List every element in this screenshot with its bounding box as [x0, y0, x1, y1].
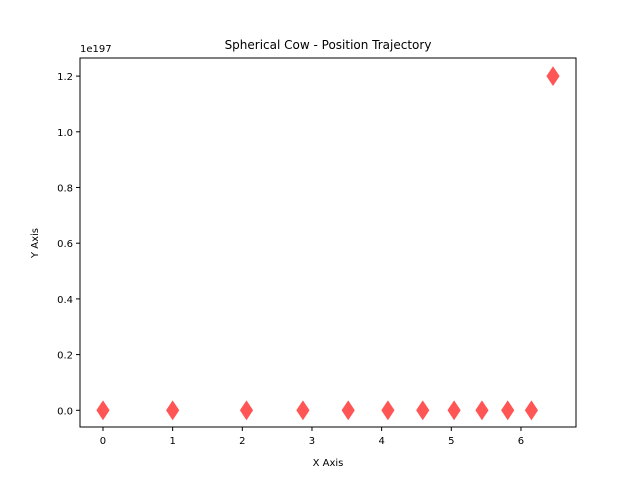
data-point-5 — [381, 400, 395, 421]
data-point-9 — [501, 400, 515, 421]
y-tick-label-2: 0.4 — [57, 295, 73, 306]
data-point-3 — [296, 400, 310, 421]
y-tick-label-3: 0.6 — [57, 239, 73, 250]
data-point-2 — [239, 400, 254, 421]
data-point-0 — [96, 400, 110, 421]
data-point-6 — [416, 400, 430, 421]
data-point-1 — [166, 400, 180, 421]
y-axis-label: Y Axis — [30, 228, 41, 259]
x-axis-label: X Axis — [313, 458, 344, 469]
x-tick-label-4: 4 — [378, 436, 384, 447]
x-tick-label-1: 1 — [169, 436, 175, 447]
plot-area — [96, 66, 560, 421]
y-tick-label-5: 1.0 — [57, 128, 73, 139]
data-point-10 — [524, 400, 539, 421]
x-tick-label-3: 3 — [309, 436, 315, 447]
axes-frame — [79, 57, 577, 428]
x-tick-label-2: 2 — [239, 436, 245, 447]
x-tick-label-6: 6 — [518, 436, 524, 447]
y-tick-label-1: 0.2 — [57, 351, 73, 362]
data-point-8 — [475, 400, 489, 421]
axes: 0 1 2 3 4 5 6 0.0 0.2 0.4 0.6 0.8 1.0 1.2 — [57, 57, 577, 447]
chart-title: Spherical Cow - Position Trajectory — [225, 38, 432, 52]
y-tick-label-4: 0.8 — [57, 183, 73, 194]
y-offset-label: 1e197 — [80, 44, 112, 55]
y-tick-label-0: 0.0 — [57, 406, 73, 417]
y-tick-label-6: 1.2 — [57, 72, 73, 83]
x-tick-label-0: 0 — [100, 436, 106, 447]
data-point-7 — [447, 400, 461, 421]
data-point-4 — [341, 400, 355, 421]
data-point-11 — [546, 66, 560, 87]
x-tick-label-5: 5 — [448, 436, 454, 447]
